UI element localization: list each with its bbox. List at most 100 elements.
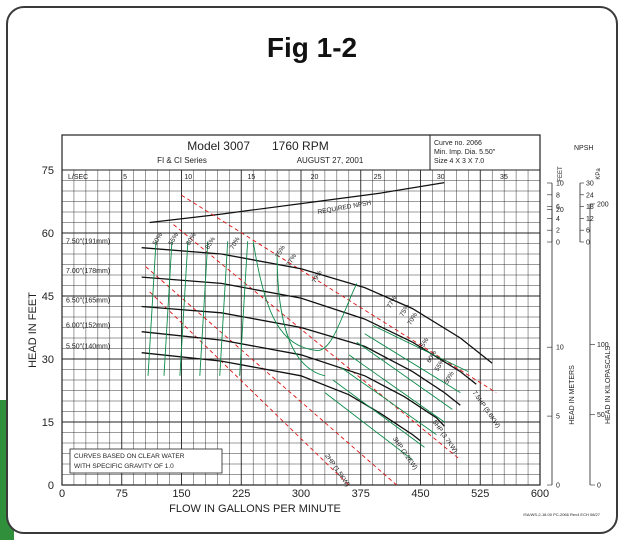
head-kpa-tick-label: 50 [597, 412, 605, 419]
efficiency-label: 50% [152, 232, 165, 247]
npsh-feet-tick-label: 2 [556, 228, 560, 235]
series-label: FI & CI Series [157, 156, 207, 165]
figure-title: Fig 1-2 [266, 32, 358, 63]
model-label: Model 3007 [187, 139, 250, 153]
x-axis-title: FLOW IN GALLONS PER MINUTE [169, 503, 341, 515]
lsec-tick-label: 15 [248, 174, 256, 181]
impeller-curve [141, 247, 493, 364]
npsh-feet-tick-label: 4 [556, 216, 560, 223]
note-line-2: WITH SPECIFIC GRAVITY OF 1.0 [74, 463, 174, 470]
y-tick-label: 45 [42, 291, 54, 303]
npsh-kpa-tick-label: 0 [586, 240, 590, 247]
lsec-tick-label: 20 [311, 174, 319, 181]
size-label: Size 4 X 3 X 7.0 [434, 158, 484, 165]
head-meters-tick-label: 0 [556, 483, 560, 490]
npsh-kpa-tick-label: 30 [586, 181, 594, 188]
y-tick-label: 15 [42, 417, 54, 429]
y-tick-label: 60 [42, 228, 54, 240]
required-npsh-line [149, 182, 445, 224]
x-tick-label: 225 [232, 488, 250, 500]
lsec-label: L/SEC [68, 174, 88, 181]
lsec-tick-label: 5 [123, 174, 127, 181]
npsh-kpa-tick-label: 6 [586, 228, 590, 235]
hp-label: 5HP (3.7KW) [431, 419, 459, 454]
npsh-feet-tick-label: 0 [556, 240, 560, 247]
efficiency-contour [163, 241, 173, 376]
npsh-feet-tick-label: 10 [556, 181, 564, 188]
efficiency-label: 60% [185, 232, 198, 247]
hp-limit-line [149, 291, 350, 486]
efficiency-contour [372, 324, 469, 373]
npsh-kpa-tick-label: 24 [586, 192, 594, 199]
impeller-curve [141, 331, 445, 427]
efficiency-contour [179, 241, 189, 376]
head-kpa-title: HEAD IN KILOPASCALS [605, 346, 612, 424]
required-npsh-label: REQUIRED NPSH [317, 200, 372, 216]
hp-label: 7.5HP (5.6KW) [471, 390, 502, 430]
impeller-curve-label: 7.50"(191mm) [66, 239, 110, 246]
rpm-label: 1760 RPM [272, 139, 329, 153]
lsec-tick-label: 30 [437, 174, 445, 181]
npsh-feet-tick-label: 8 [556, 192, 560, 199]
impeller-curve [141, 352, 421, 442]
y-tick-label: 75 [42, 165, 54, 177]
efficiency-contour [239, 241, 249, 376]
efficiency-contour [147, 241, 157, 376]
x-tick-label: 375 [352, 488, 370, 500]
y-axis-title: HEAD IN FEET [27, 292, 39, 368]
head-kpa-tick-label: 0 [597, 483, 601, 490]
x-tick-label: 0 [59, 488, 65, 500]
efficiency-contour [364, 333, 461, 393]
grid-lines [61, 169, 541, 486]
lsec-tick-label: 10 [184, 174, 192, 181]
footer-code: /SA/WS-2-18.00 PC-2066 Rev4 ECH 08/27 [523, 512, 601, 517]
note-box [69, 448, 223, 474]
efficiency-contour [219, 241, 229, 376]
efficiency-contour [276, 253, 326, 377]
impeller-curve-label: 6.00"(152mm) [66, 323, 110, 330]
head-meters-tick-label: 10 [556, 345, 564, 352]
x-tick-label: 525 [471, 488, 489, 500]
date-label: AUGUST 27, 2001 [297, 156, 364, 165]
npsh-kpa-label: KPa [596, 168, 602, 180]
efficiency-label: 65% [418, 337, 431, 352]
x-tick-label: 450 [411, 488, 429, 500]
note-line-1: CURVES BASED ON CLEAR WATER [74, 453, 185, 460]
impeller-curve-label: 7.00"(178mm) [66, 268, 110, 275]
impeller-curve-label: 6.50"(165mm) [66, 297, 110, 304]
impeller-curve [141, 276, 477, 385]
head-meters-tick-label: 20 [556, 207, 564, 214]
impeller-curve-label: 5.50"(140mm) [66, 344, 110, 351]
head-kpa-tick-label: 200 [597, 201, 609, 208]
efficiency-label: 50% [443, 370, 456, 385]
efficiency-label: 75% [274, 244, 287, 259]
head-meters-tick-label: 5 [556, 414, 560, 421]
npsh-feet-tick-label: 6 [556, 204, 560, 211]
efficiency-label: 77% [286, 253, 299, 268]
head-kpa-tick-label: 100 [597, 342, 609, 349]
efficiency-label: 75% [399, 303, 412, 318]
y-tick-label: 0 [48, 480, 54, 492]
x-tick-label: 600 [531, 488, 549, 500]
efficiency-contour [332, 379, 425, 448]
x-tick-label: 300 [292, 488, 310, 500]
hp-limit-line [173, 224, 461, 461]
efficiency-contour [324, 392, 413, 461]
efficiency-contour [348, 354, 445, 423]
head-meters-title: HEAD IN METERS [569, 365, 576, 425]
y-tick-label: 30 [42, 354, 54, 366]
hp-label: 2HP (1.5KW) [323, 453, 351, 488]
curve-no-label: Curve no. 2066 [434, 140, 482, 147]
lsec-tick-label: 25 [374, 174, 382, 181]
efficiency-contour [199, 241, 209, 376]
min-imp-label: Min. Imp. Dia. 5.50" [434, 149, 496, 156]
lsec-tick-label: 35 [500, 174, 508, 181]
x-tick-label: 75 [116, 488, 128, 500]
efficiency-contour [356, 341, 453, 410]
npsh-title: NPSH [574, 145, 593, 152]
x-tick-label: 150 [172, 488, 190, 500]
impeller-curve [141, 305, 461, 406]
npsh-feet-label: FEET [558, 166, 564, 182]
efficiency-contour [340, 367, 437, 435]
